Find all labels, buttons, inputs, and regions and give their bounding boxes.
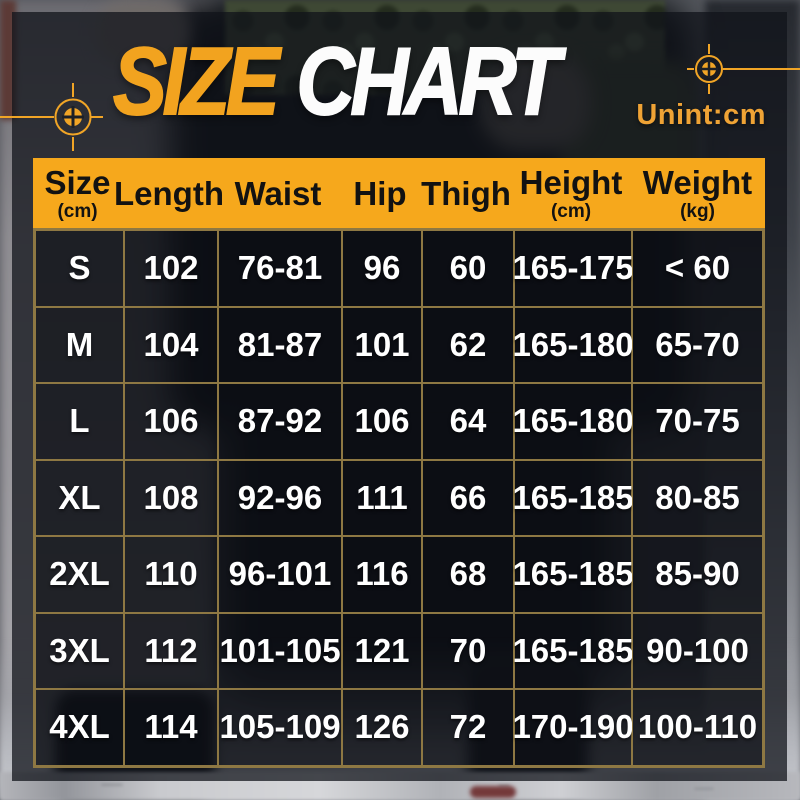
table-cell: 85-90 <box>632 536 763 613</box>
table-cell: 110 <box>124 536 218 613</box>
table-cell: 100-110 <box>632 689 763 766</box>
table-cell: 106 <box>124 383 218 460</box>
column-header-height: Height (cm) <box>519 163 623 222</box>
size-cell: XL <box>35 459 124 536</box>
table-cell: 102 <box>124 230 218 307</box>
table-cell: 65-70 <box>632 306 763 383</box>
size-cell: L <box>35 383 124 460</box>
table-cell: 108 <box>124 459 218 536</box>
table-cell: 70-75 <box>632 383 763 460</box>
table-cell: 76-81 <box>218 230 342 307</box>
column-header-thigh: Thigh <box>421 174 511 212</box>
size-table: Size (cm) Length Waist Hip Thigh Height <box>33 158 765 768</box>
table-cell: 112 <box>124 612 218 689</box>
table-cell: 116 <box>342 536 422 613</box>
table-cell: 126 <box>342 689 422 766</box>
table-cell: 165-185 <box>512 459 634 536</box>
table-cell: 68 <box>422 536 514 613</box>
table-cell: 165-180 <box>512 383 634 460</box>
table-row: 2XL 110 96-101 116 68 165-185 85-90 <box>35 536 763 613</box>
crosshair-target-icon <box>0 83 103 151</box>
size-cell: 3XL <box>35 612 124 689</box>
column-header-hip: Hip <box>353 174 407 212</box>
table-cell: 101 <box>342 306 422 383</box>
table-cell: 66 <box>422 459 514 536</box>
size-cell: S <box>35 230 124 307</box>
size-table-header: Size (cm) Length Waist Hip Thigh Height <box>33 158 765 228</box>
table-row: M 104 81-87 101 62 165-180 65-70 <box>35 306 763 383</box>
table-cell: 111 <box>342 459 422 536</box>
column-header-weight: Weight (kg) <box>642 163 753 222</box>
table-cell: 101-105 <box>218 612 342 689</box>
table-row: 3XL 112 101-105 121 70 165-185 90-100 <box>35 612 763 689</box>
table-cell: 70 <box>422 612 514 689</box>
table-cell: 72 <box>422 689 514 766</box>
crosshair-target-icon <box>687 44 800 94</box>
table-row: S 102 76-81 96 60 165-175 < 60 <box>35 230 763 307</box>
table-cell: 60 <box>422 230 514 307</box>
table-row: L 106 87-92 106 64 165-180 70-75 <box>35 383 763 460</box>
table-cell: 92-96 <box>218 459 342 536</box>
dark-overlay <box>12 12 787 781</box>
table-cell: 81-87 <box>218 306 342 383</box>
table-cell: 64 <box>422 383 514 460</box>
size-table-body: S 102 76-81 96 60 165-175 < 60 M 104 81-87 101 62 16… <box>33 228 765 768</box>
unit-label: Unint:cm <box>636 99 766 131</box>
table-cell: 90-100 <box>632 612 763 689</box>
table-cell: 96-101 <box>218 536 342 613</box>
table-cell: 87-92 <box>218 383 342 460</box>
table-row: 4XL 114 105-109 126 72 170-190 100-110 <box>35 689 763 766</box>
table-cell: 62 <box>422 306 514 383</box>
column-header-waist: Waist <box>234 174 322 212</box>
table-cell: 165-175 <box>512 230 634 307</box>
table-cell: 165-185 <box>512 612 634 689</box>
bg-red-patch <box>470 786 516 798</box>
table-cell: 96 <box>342 230 422 307</box>
table-cell: 106 <box>342 383 422 460</box>
table-cell: 80-85 <box>632 459 763 536</box>
column-header-length: Length <box>114 174 224 212</box>
table-cell: 165-180 <box>512 306 634 383</box>
size-cell: M <box>35 306 124 383</box>
title-size-word: SIZE <box>112 28 280 135</box>
table-cell: 104 <box>124 306 218 383</box>
page-title: SIZE CHART <box>112 33 561 131</box>
column-header-size: Size (cm) <box>44 163 111 222</box>
table-cell: 170-190 <box>512 689 634 766</box>
table-cell: < 60 <box>632 230 763 307</box>
table-cell: 121 <box>342 612 422 689</box>
size-cell: 4XL <box>35 689 124 766</box>
table-cell: 114 <box>124 689 218 766</box>
table-row: XL 108 92-96 111 66 165-185 80-85 <box>35 459 763 536</box>
table-cell: 105-109 <box>218 689 342 766</box>
table-cell: 165-185 <box>512 536 634 613</box>
size-cell: 2XL <box>35 536 124 613</box>
title-chart-word: CHART <box>296 28 562 135</box>
